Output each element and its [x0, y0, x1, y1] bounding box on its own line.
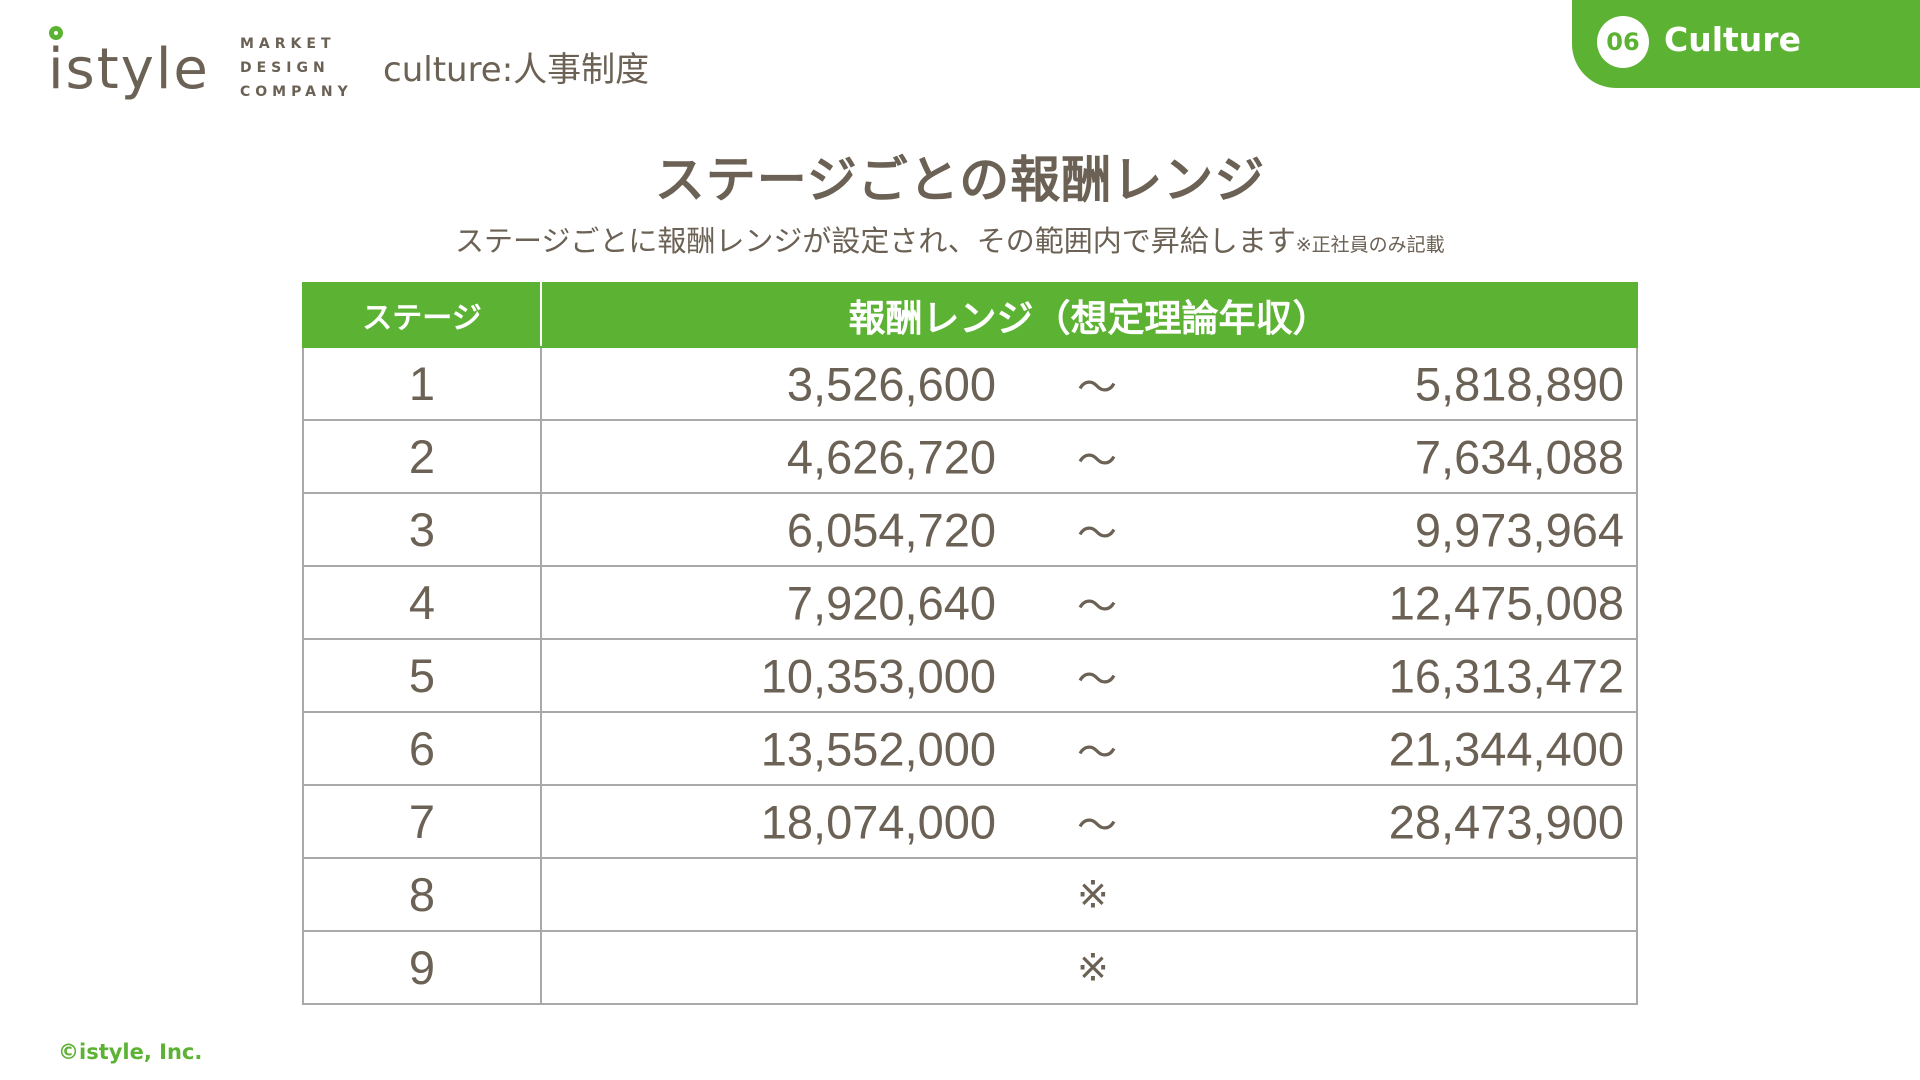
section-number: 06 [1597, 16, 1649, 68]
stage-column-header: ステージ [302, 282, 542, 348]
table-row: 9 ※ [302, 930, 1638, 1005]
table-row: 7 18,074,000 ～ 28,473,900 [302, 784, 1638, 859]
range-cell: ※ [540, 930, 1638, 1005]
logo-tagline: MARKET DESIGN COMPANY [240, 32, 353, 104]
range-separator: ～ [1077, 803, 1117, 848]
section-label: Culture [1664, 20, 1801, 59]
range-min: 13,552,000 [760, 722, 996, 775]
range-min: 7,920,640 [786, 576, 996, 629]
stage-cell: 3 [302, 492, 542, 567]
logo-tagline-line: COMPANY [240, 84, 353, 100]
range-max: 5,818,890 [1414, 357, 1624, 410]
range-separator: ～ [1077, 730, 1117, 775]
range-cell: 18,074,000 ～ 28,473,900 [540, 784, 1638, 859]
range-cell: 10,353,000 ～ 16,313,472 [540, 638, 1638, 713]
table-row: 3 6,054,720 ～ 9,973,964 [302, 492, 1638, 567]
table-row: 8 ※ [302, 857, 1638, 932]
range-cell: 7,920,640 ～ 12,475,008 [540, 565, 1638, 640]
table-row: 6 13,552,000 ～ 21,344,400 [302, 711, 1638, 786]
range-cell: 3,526,600 ～ 5,818,890 [540, 346, 1638, 421]
range-min: 18,074,000 [760, 795, 996, 848]
range-min: 6,054,720 [786, 503, 996, 556]
logo-tagline-line: MARKET [240, 36, 336, 52]
range-max: 9,973,964 [1414, 503, 1624, 556]
copyright: ©istyle, Inc. [58, 1040, 203, 1064]
range-note-mark: ※ [1077, 947, 1109, 989]
range-min: 10,353,000 [760, 649, 996, 702]
range-cell: 13,552,000 ～ 21,344,400 [540, 711, 1638, 786]
logo-tagline-line: DESIGN [240, 60, 330, 76]
range-separator: ～ [1077, 511, 1117, 556]
table-body: 1 3,526,600 ～ 5,818,890 2 4,626,720 ～ 7,634,088… [302, 346, 1638, 1005]
section-badge: 06 Culture [1572, 0, 1920, 88]
logo-wordmark: istyle [48, 37, 210, 102]
stage-cell: 8 [302, 857, 542, 932]
stage-cell: 5 [302, 638, 542, 713]
range-separator: ～ [1077, 657, 1117, 702]
range-max: 7,634,088 [1414, 430, 1624, 483]
section-title: culture:人事制度 [383, 50, 650, 90]
subtitle-text: ステージごとに報酬レンジが設定され、その範囲内で昇給します [455, 224, 1296, 258]
page-title: ステージごとの報酬レンジ [654, 151, 1266, 209]
range-max: 21,344,400 [1388, 722, 1624, 775]
range-separator: ～ [1077, 365, 1117, 410]
range-max: 28,473,900 [1388, 795, 1624, 848]
table-row: 1 3,526,600 ～ 5,818,890 [302, 346, 1638, 421]
range-note-mark: ※ [1077, 874, 1109, 916]
istyle-logo: istyle MARKET DESIGN COMPANY [48, 24, 348, 114]
range-cell: ※ [540, 857, 1638, 932]
logo-dot-icon [49, 26, 63, 40]
range-cell: 6,054,720 ～ 9,973,964 [540, 492, 1638, 567]
table-header-row: ステージ 報酬レンジ（想定理論年収） [302, 282, 1638, 348]
range-cell: 4,626,720 ～ 7,634,088 [540, 419, 1638, 494]
table-row: 2 4,626,720 ～ 7,634,088 [302, 419, 1638, 494]
range-separator: ～ [1077, 438, 1117, 483]
range-column-header: 報酬レンジ（想定理論年収） [540, 282, 1638, 348]
page-subtitle: ステージごとに報酬レンジが設定され、その範囲内で昇給します※正社員のみ記載 [455, 218, 1445, 260]
stage-cell: 1 [302, 346, 542, 421]
stage-cell: 4 [302, 565, 542, 640]
range-max: 16,313,472 [1388, 649, 1624, 702]
stage-cell: 9 [302, 930, 542, 1005]
range-separator: ～ [1077, 584, 1117, 629]
range-min: 3,526,600 [786, 357, 996, 410]
stage-cell: 2 [302, 419, 542, 494]
range-min: 4,626,720 [786, 430, 996, 483]
stage-cell: 7 [302, 784, 542, 859]
subtitle-note: ※正社員のみ記載 [1295, 234, 1445, 256]
range-max: 12,475,008 [1388, 576, 1624, 629]
table-row: 5 10,353,000 ～ 16,313,472 [302, 638, 1638, 713]
table-row: 4 7,920,640 ～ 12,475,008 [302, 565, 1638, 640]
stage-cell: 6 [302, 711, 542, 786]
compensation-range-table: ステージ 報酬レンジ（想定理論年収） 1 3,526,600 ～ 5,818,890 2… [302, 282, 1638, 1005]
